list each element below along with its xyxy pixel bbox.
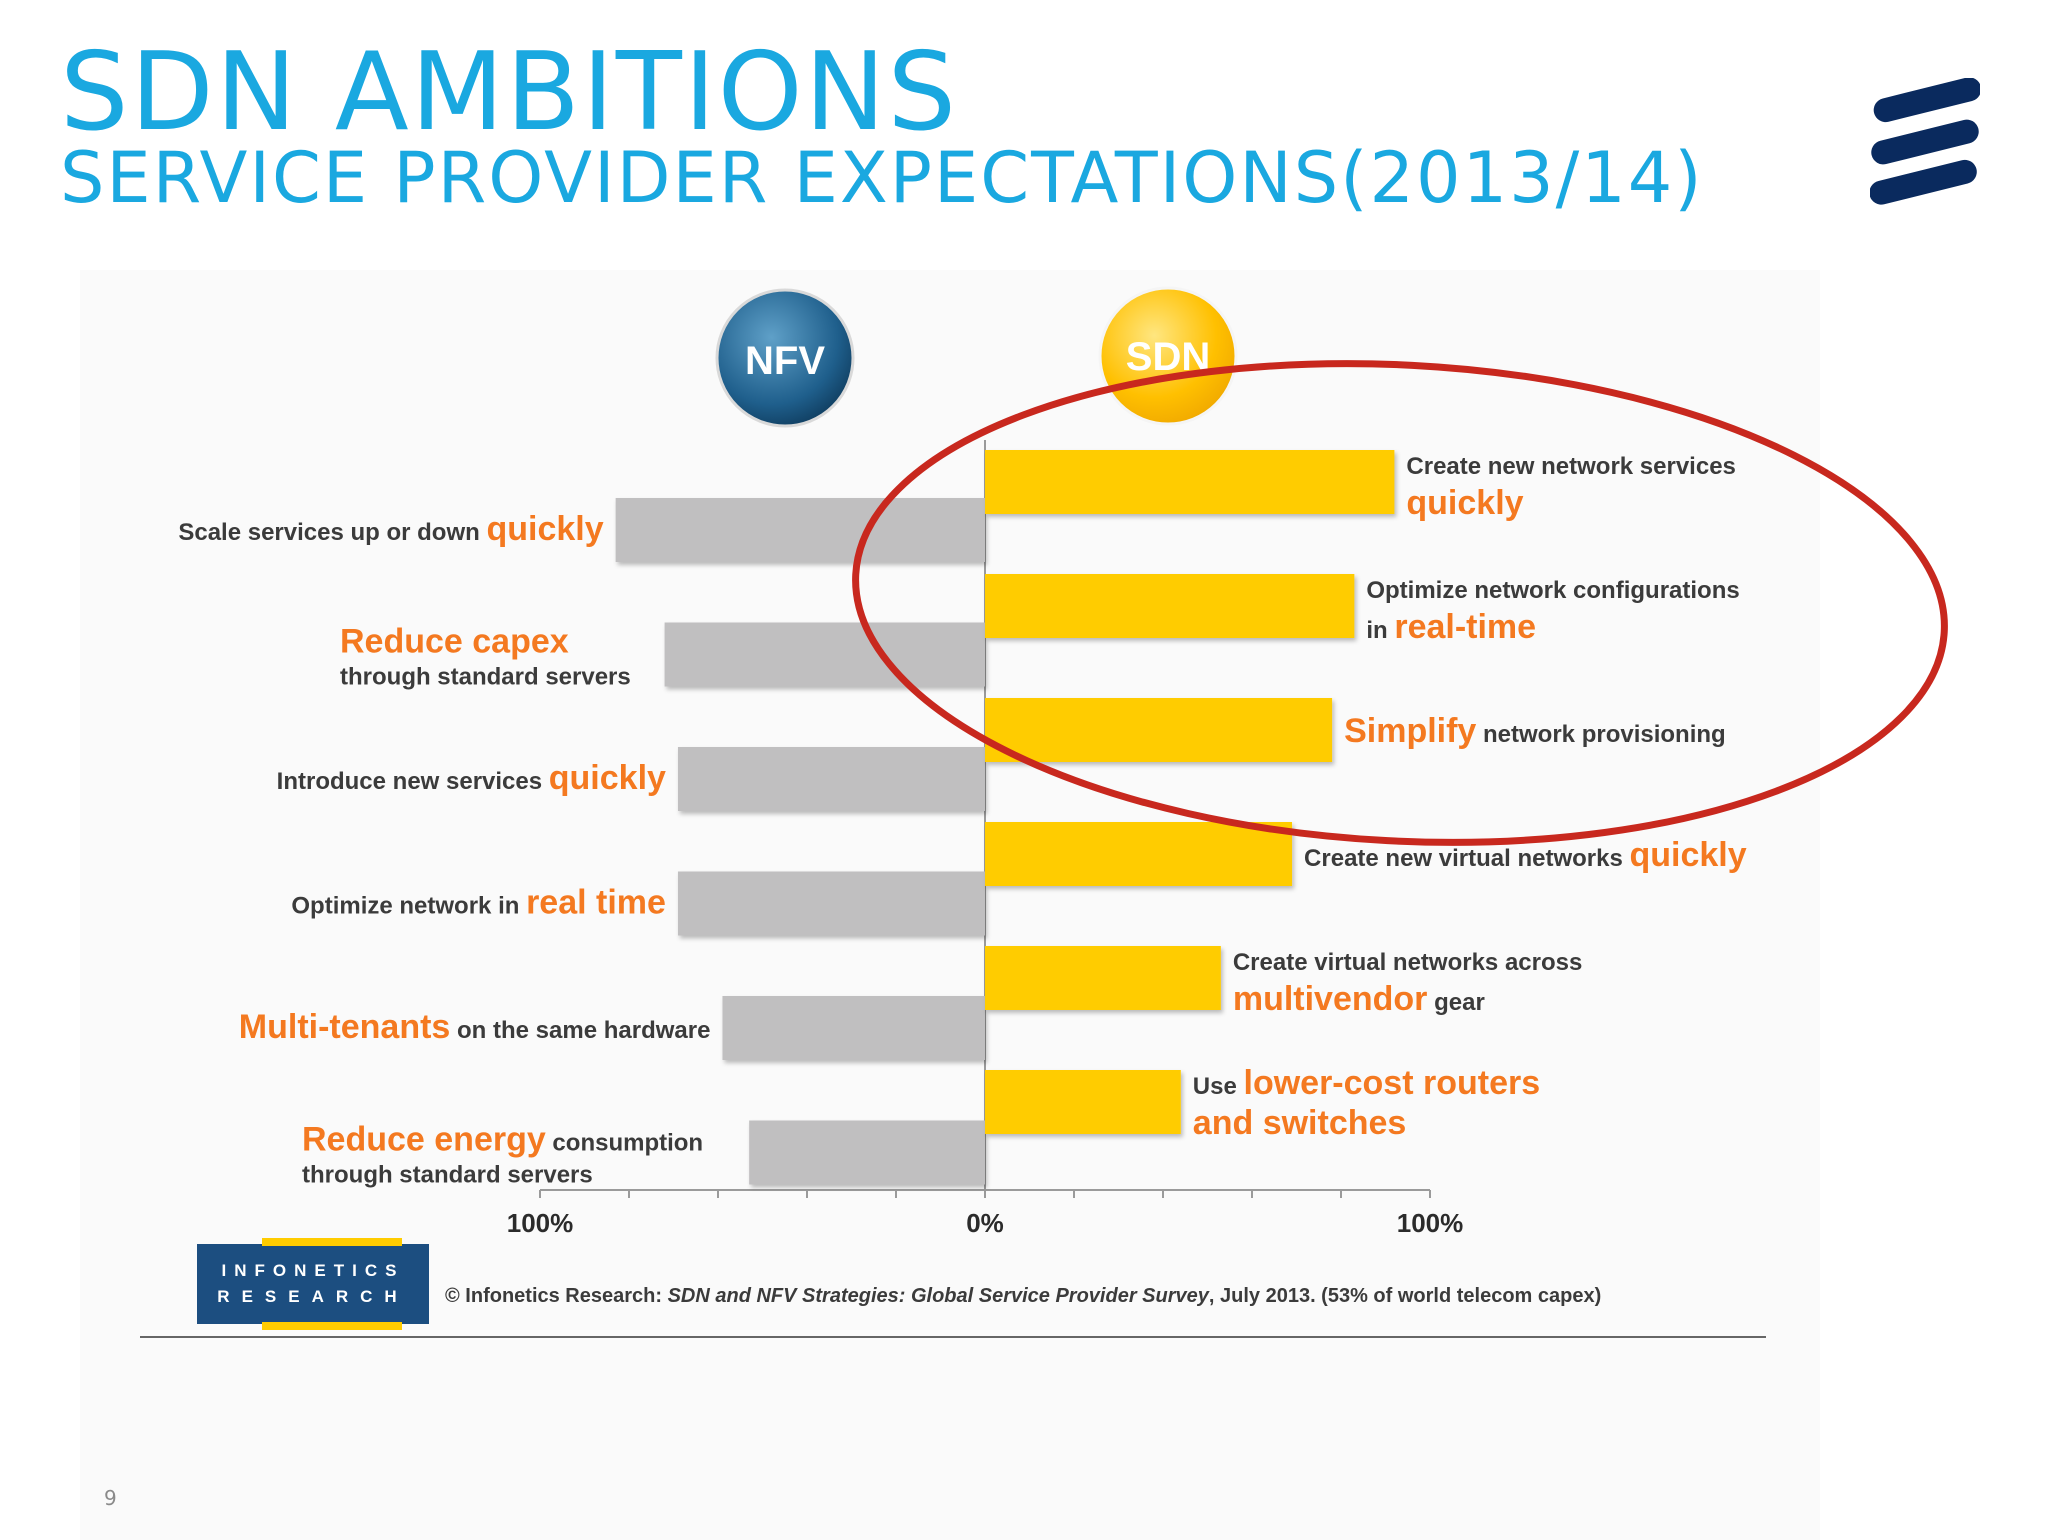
nfv-badge: NFV — [715, 288, 855, 428]
sdn-label: Create new virtual networks quickly — [1304, 836, 1747, 874]
sdn-label-line2: quickly — [1406, 484, 1523, 522]
nfv-bar — [615, 498, 985, 562]
x-tick-label: 100% — [1397, 1208, 1464, 1238]
nfv-bar — [664, 622, 985, 687]
company-logo — [1870, 78, 1980, 205]
highlight-ellipse — [852, 360, 1948, 846]
source-citation: © Infonetics Research: SDN and NFV Strat… — [445, 1285, 1601, 1307]
slide-subtitle: SERVICE PROVIDER EXPECTATIONS(2013/14) — [60, 137, 1704, 219]
nfv-label: Optimize network in real time — [291, 884, 666, 922]
nfv-bar — [677, 871, 985, 936]
page-number: 9 — [104, 1486, 117, 1510]
nfv-label: Reduce capex — [340, 623, 569, 661]
sdn-bar — [985, 822, 1293, 886]
nfv-bar — [749, 1120, 985, 1185]
sdn-badge: SDN — [1098, 286, 1238, 426]
nfv-label: Reduce energy consumption — [302, 1121, 703, 1159]
sdn-bar — [985, 574, 1355, 638]
sdn-label: Simplify network provisioning — [1344, 712, 1726, 750]
x-tick-label: 0% — [966, 1208, 1004, 1238]
sdn-label-line2: multivendor gear — [1233, 980, 1485, 1018]
nfv-label-line2: through standard servers — [340, 664, 631, 691]
sdn-label-line2: and switches — [1193, 1104, 1407, 1142]
nfv-label: Scale services up or down quickly — [178, 510, 603, 548]
nfv-badge-label: NFV — [745, 339, 825, 383]
sdn-bar — [985, 1070, 1181, 1134]
slide-title: SDN AMBITIONS — [60, 30, 959, 155]
nfv-series: Scale services up or down quickly Reduce … — [178, 498, 985, 1189]
nfv-label: Multi-tenants on the same hardware — [239, 1008, 711, 1046]
nfv-bar — [722, 996, 985, 1060]
nfv-bar — [677, 747, 985, 811]
infonetics-logo: INFONETICS RESEARCH — [197, 1238, 429, 1330]
sdn-bar — [985, 946, 1221, 1010]
logo-text-line2: RESEARCH — [217, 1287, 408, 1306]
nfv-label-line2: through standard servers — [302, 1162, 593, 1189]
axes: 100% 0% 100% — [507, 440, 1464, 1238]
sdn-label: Optimize network configurations — [1366, 577, 1739, 604]
sdn-label: Use lower-cost routers — [1193, 1064, 1540, 1102]
sdn-bar — [985, 450, 1395, 514]
sdn-label-line2: in real-time — [1366, 608, 1536, 646]
x-tick-label: 100% — [507, 1208, 574, 1238]
nfv-label: Introduce new services quickly — [277, 759, 666, 797]
logo-text-line1: INFONETICS — [222, 1261, 405, 1280]
sdn-label: Create virtual networks across — [1233, 949, 1583, 976]
sdn-bar — [985, 698, 1333, 762]
sdn-series: Create new network services quickly Optimi… — [985, 450, 1747, 1142]
sdn-label: Create new network services — [1406, 453, 1736, 480]
